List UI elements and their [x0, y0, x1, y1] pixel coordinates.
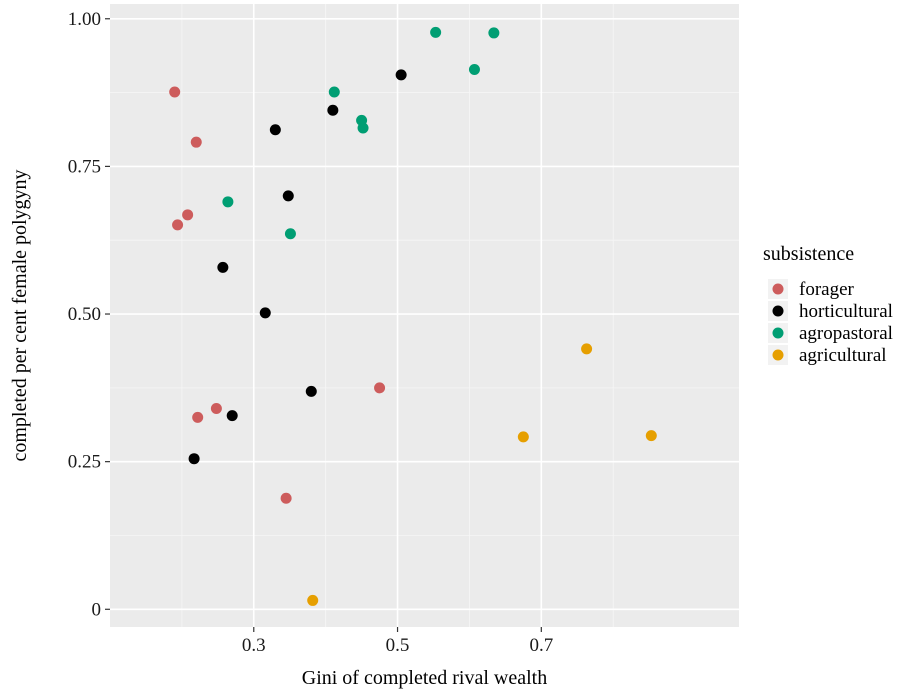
y-tick-label: 0.75: [68, 156, 101, 177]
agricultural-point: [307, 594, 319, 606]
forager-point: [172, 219, 184, 231]
forager-point: [182, 209, 194, 221]
horticultural-point: [188, 453, 200, 465]
y-axis-title: completed per cent female polygyny: [9, 169, 31, 461]
legend-label-forager: forager: [799, 279, 855, 300]
horticultural-point: [305, 385, 317, 397]
data-points: [169, 26, 657, 606]
legend-key-agricultural: [772, 349, 784, 361]
x-tick-label: 0.3: [242, 635, 266, 656]
major-gridlines: [110, 4, 739, 627]
horticultural-point: [259, 307, 271, 319]
y-tick-label: 0.50: [68, 304, 101, 325]
agricultural-point: [581, 343, 593, 355]
legend-key-agropastoral: [772, 327, 784, 339]
horticultural-point: [327, 104, 339, 116]
x-axis-title: Gini of completed rival wealth: [302, 667, 547, 689]
horticultural-point: [269, 124, 281, 136]
agropastoral-point: [468, 64, 480, 76]
legend-label-agropastoral: agropastoral: [799, 323, 893, 344]
legend-key-forager: [772, 283, 784, 295]
x-tick-label: 0.7: [529, 635, 553, 656]
agropastoral-point: [430, 26, 442, 38]
agricultural-point: [645, 430, 657, 442]
x-axis: 0.3 0.5 0.7: [242, 627, 553, 656]
x-tick-label: 0.5: [386, 635, 410, 656]
y-tick-label: 0: [92, 599, 102, 620]
horticultural-point: [226, 410, 238, 422]
y-tick-label: 0.25: [68, 452, 101, 473]
horticultural-point: [395, 69, 407, 81]
legend-title: subsistence: [763, 243, 854, 265]
plot-panel: [110, 4, 739, 627]
agropastoral-point: [222, 196, 234, 208]
forager-point: [169, 86, 181, 98]
agricultural-point: [517, 431, 529, 443]
forager-point: [190, 136, 202, 148]
horticultural-point: [217, 261, 229, 273]
legend: subsistence foragerhorticulturalagropast…: [763, 243, 893, 366]
agropastoral-point: [357, 122, 369, 134]
agropastoral-point: [284, 228, 296, 240]
legend-key-horticultural: [772, 305, 784, 317]
legend-label-horticultural: horticultural: [799, 301, 893, 322]
forager-point: [280, 492, 292, 504]
y-axis: 0 0.25 0.50 0.75 1.00: [68, 9, 110, 620]
y-tick-label: 1.00: [68, 9, 101, 30]
agropastoral-point: [328, 86, 340, 98]
horticultural-point: [282, 190, 294, 202]
legend-label-agricultural: agricultural: [799, 345, 887, 366]
agropastoral-point: [488, 27, 500, 39]
forager-point: [192, 411, 204, 423]
forager-point: [210, 403, 222, 415]
minor-gridlines: [110, 4, 739, 627]
forager-point: [374, 382, 386, 394]
